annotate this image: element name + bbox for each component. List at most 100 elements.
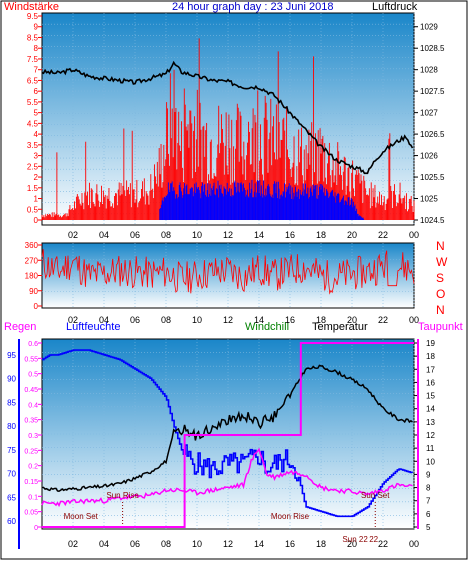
astro-label-3: Sun Set bbox=[361, 491, 390, 500]
regen-label: Regen bbox=[4, 321, 36, 333]
p1-x-tick-22: 22 bbox=[378, 230, 388, 240]
p3-rain-tick-0.6: 0.6 bbox=[28, 341, 38, 348]
p2-x-tick-10: 10 bbox=[192, 315, 202, 325]
p1-x-tick-12: 12 bbox=[223, 230, 233, 240]
p1-left-tick-8.5: 8.5 bbox=[27, 33, 39, 42]
windstaerke-label: Windstärke bbox=[4, 1, 59, 13]
p2-direction-label-3: O bbox=[436, 287, 445, 301]
luftdruck-label: Luftdruck bbox=[372, 1, 418, 13]
p2-x-tick-12: 12 bbox=[223, 315, 233, 325]
temperature-line bbox=[41, 364, 413, 492]
p2-x-tick-22: 22 bbox=[378, 315, 388, 325]
p1-right-tick-1025: 1025 bbox=[420, 195, 438, 204]
p1-left-tick-8: 8 bbox=[34, 44, 39, 53]
p2-x-tick-16: 16 bbox=[285, 315, 295, 325]
p1-right-tick-1026: 1026 bbox=[420, 152, 438, 161]
p2-direction-label-2: S bbox=[436, 271, 444, 285]
p1-left-tick-3: 3 bbox=[34, 152, 39, 161]
p3-temp-tick-6: 6 bbox=[426, 510, 431, 519]
p3-humidity-tick-80: 80 bbox=[7, 422, 16, 431]
p3-rain-tick-0.5: 0.5 bbox=[28, 372, 38, 379]
p1-right-tick-1027.5: 1027.5 bbox=[420, 87, 445, 96]
p3-x-tick-04: 04 bbox=[99, 539, 109, 549]
p1-left-tick-1: 1 bbox=[34, 195, 39, 204]
p1-left-tick-5.5: 5.5 bbox=[27, 98, 39, 107]
series-layer bbox=[41, 38, 415, 528]
p1-x-tick-00: 00 bbox=[409, 230, 419, 240]
p1-left-tick-7: 7 bbox=[34, 66, 39, 75]
p3-rain-tick-0.3: 0.3 bbox=[28, 433, 38, 440]
p3-temp-tick-19: 19 bbox=[426, 339, 435, 348]
p3-rain-tick-0.55: 0.55 bbox=[24, 356, 38, 363]
p3-humidity-tick-65: 65 bbox=[7, 493, 16, 502]
p2-direction-label-0: N bbox=[436, 239, 445, 253]
p3-x-tick-00: 00 bbox=[409, 539, 419, 549]
p1-x-tick-02: 02 bbox=[68, 230, 78, 240]
p3-rain-tick-0.1: 0.1 bbox=[28, 494, 38, 501]
p1-right-tick-1029: 1029 bbox=[420, 23, 438, 32]
p3-humidity-tick-85: 85 bbox=[7, 398, 16, 407]
astro-label-1: Sun Rise bbox=[106, 491, 139, 500]
p3-rain-tick-0.05: 0.05 bbox=[24, 510, 38, 517]
pressure-line bbox=[41, 60, 414, 175]
p1-right-tick-1028.5: 1028.5 bbox=[420, 44, 445, 53]
p1-x-tick-08: 08 bbox=[161, 230, 171, 240]
p1-left-tick-0.5: 0.5 bbox=[27, 205, 39, 214]
p2-left-tick-360: 360 bbox=[25, 241, 39, 250]
p2-x-tick-18: 18 bbox=[316, 315, 326, 325]
p3-temp-tick-5: 5 bbox=[426, 523, 431, 532]
p3-x-tick-10: 10 bbox=[192, 539, 202, 549]
p1-right-tick-1025.5: 1025.5 bbox=[420, 173, 445, 182]
p1-x-tick-10: 10 bbox=[192, 230, 202, 240]
p3-humidity-tick-60: 60 bbox=[7, 517, 16, 526]
p1-x-tick-16: 16 bbox=[285, 230, 295, 240]
p1-left-tick-9: 9 bbox=[34, 23, 39, 32]
p1-left-tick-1.5: 1.5 bbox=[27, 184, 39, 193]
p3-rain-tick-0.25: 0.25 bbox=[24, 448, 38, 455]
p3-temp-tick-18: 18 bbox=[426, 352, 435, 361]
p2-x-tick-06: 06 bbox=[130, 315, 140, 325]
p1-left-tick-4.5: 4.5 bbox=[27, 119, 39, 128]
p1-left-tick-7.5: 7.5 bbox=[27, 55, 39, 64]
p3-temp-tick-11: 11 bbox=[426, 444, 435, 453]
p2-direction-label-1: W bbox=[436, 255, 448, 269]
p3-x-tick-06: 06 bbox=[130, 539, 140, 549]
rain-line bbox=[42, 342, 414, 528]
astro-label-5: 22 bbox=[369, 535, 378, 544]
p1-left-tick-9.5: 9.5 bbox=[27, 12, 39, 21]
p2-x-tick-14: 14 bbox=[254, 315, 264, 325]
p1-x-tick-18: 18 bbox=[316, 230, 326, 240]
p1-left-tick-4: 4 bbox=[34, 130, 39, 139]
p3-temp-tick-8: 8 bbox=[426, 484, 431, 493]
p3-rain-tick-0.35: 0.35 bbox=[24, 418, 38, 425]
p3-x-tick-18: 18 bbox=[316, 539, 326, 549]
taupunkt-label: Taupunkt bbox=[418, 321, 463, 333]
p3-temp-tick-9: 9 bbox=[426, 470, 431, 479]
p3-temp-tick-16: 16 bbox=[426, 378, 435, 387]
p1-x-tick-14: 14 bbox=[254, 230, 264, 240]
p3-rain-tick-0.15: 0.15 bbox=[24, 479, 38, 486]
p3-x-tick-14: 14 bbox=[254, 539, 264, 549]
humidity-line bbox=[42, 349, 413, 518]
p3-x-tick-08: 08 bbox=[161, 539, 171, 549]
p3-temp-tick-12: 12 bbox=[426, 431, 435, 440]
p2-x-tick-00: 00 bbox=[409, 315, 419, 325]
p2-direction-label-4: N bbox=[436, 303, 445, 317]
p3-x-tick-16: 16 bbox=[285, 539, 295, 549]
p3-temp-tick-14: 14 bbox=[426, 405, 435, 414]
p1-left-tick-6: 6 bbox=[34, 87, 39, 96]
p3-rain-tick-0.4: 0.4 bbox=[28, 402, 38, 409]
p3-rain-tick-0: 0 bbox=[34, 525, 38, 532]
p3-humidity-tick-90: 90 bbox=[7, 375, 16, 384]
p1-left-tick-5: 5 bbox=[34, 109, 39, 118]
p1-right-tick-1027: 1027 bbox=[420, 109, 438, 118]
p2-x-tick-04: 04 bbox=[99, 315, 109, 325]
p2-x-tick-20: 20 bbox=[347, 315, 357, 325]
p1-left-tick-2.5: 2.5 bbox=[27, 162, 39, 171]
p1-left-tick-3.5: 3.5 bbox=[27, 141, 39, 150]
p1-x-tick-04: 04 bbox=[99, 230, 109, 240]
p2-left-tick-270: 270 bbox=[25, 256, 39, 265]
p1-x-tick-06: 06 bbox=[130, 230, 140, 240]
p3-temp-tick-17: 17 bbox=[426, 365, 435, 374]
